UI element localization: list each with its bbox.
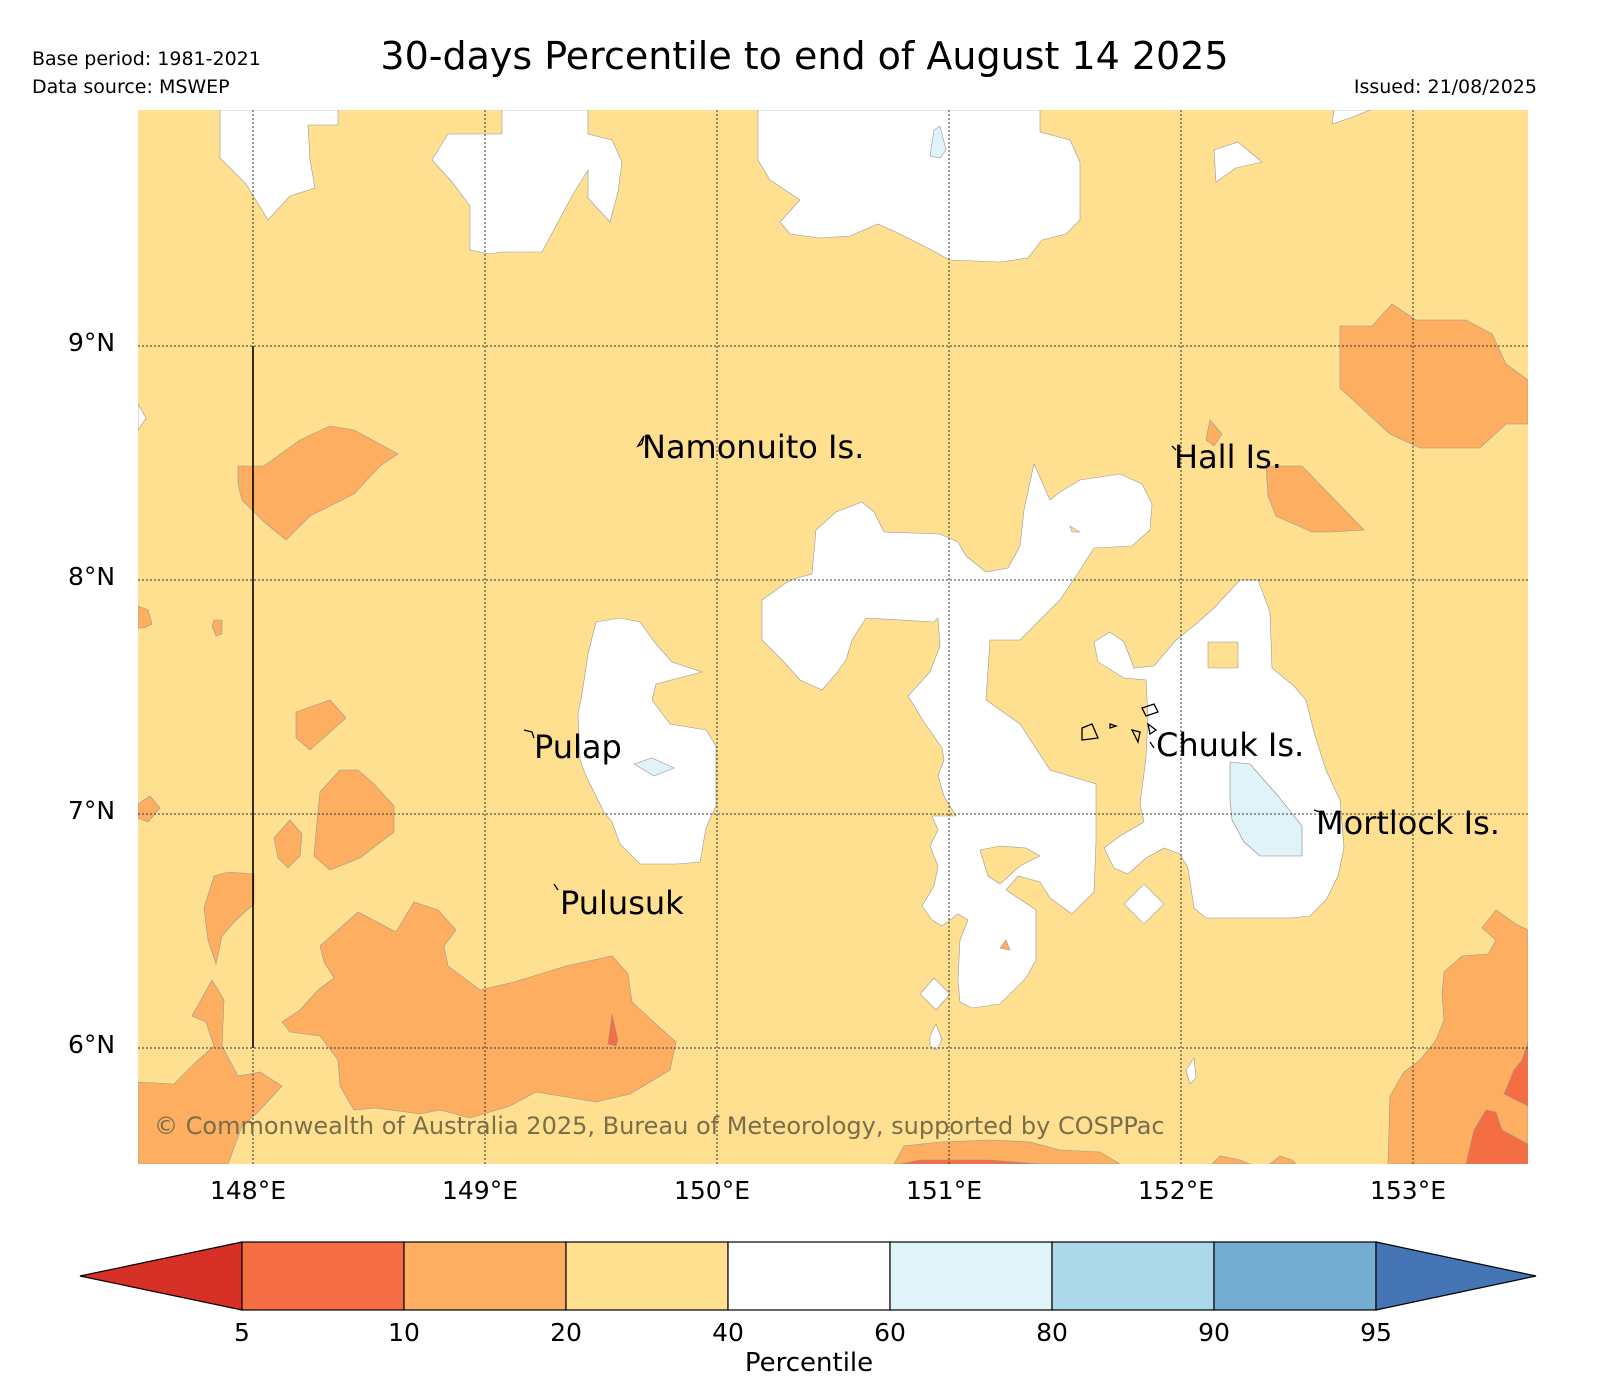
island-outlines	[523, 435, 1321, 891]
place-label-namonuito: Namonuito Is.	[642, 428, 865, 466]
lat-label-7n: 7°N	[68, 796, 116, 825]
colorbar-20-40	[565, 1241, 729, 1311]
colorbar-above-95	[1375, 1241, 1537, 1311]
lon-label-153e: 153°E	[1370, 1176, 1447, 1205]
map-plot-area	[138, 110, 1528, 1164]
regions-10-20	[138, 303, 1528, 1164]
colorbar-tick: 5	[234, 1318, 250, 1347]
base-period-text: Base period: 1981-2021	[32, 48, 261, 70]
lat-label-8n: 8°N	[68, 562, 116, 591]
map-title: 30-days Percentile to end of August 14 2…	[380, 34, 1229, 78]
colorbar-tick: 90	[1198, 1318, 1230, 1347]
regions-20-40-inner	[979, 525, 1081, 951]
copyright-text: © Commonwealth of Australia 2025, Bureau…	[154, 1112, 1165, 1140]
lon-label-150e: 150°E	[674, 1176, 751, 1205]
place-label-mortlock: Mortlock Is.	[1316, 804, 1500, 842]
regions-40-60	[138, 110, 1371, 1085]
regions-5-10	[607, 1013, 1528, 1164]
place-label-pulusuk: Pulusuk	[560, 884, 684, 922]
colorbar	[79, 1241, 1537, 1311]
colorbar-80-90	[1051, 1241, 1215, 1311]
colorbar-tick: 95	[1360, 1318, 1392, 1347]
colorbar-tick: 60	[874, 1318, 906, 1347]
place-label-pulap: Pulap	[534, 728, 622, 766]
data-source-text: Data source: MSWEP	[32, 76, 230, 98]
colorbar-90-95	[1213, 1241, 1377, 1311]
lat-label-9n: 9°N	[68, 328, 116, 357]
lon-label-151e: 151°E	[906, 1176, 983, 1205]
colorbar-tick: 20	[550, 1318, 582, 1347]
lon-label-148e: 148°E	[210, 1176, 287, 1205]
issued-date-text: Issued: 21/08/2025	[1353, 76, 1537, 98]
colorbar-5-10	[241, 1241, 405, 1311]
lon-label-149e: 149°E	[442, 1176, 519, 1205]
place-label-hall: Hall Is.	[1174, 438, 1282, 476]
colorbar-tick: 10	[388, 1318, 420, 1347]
colorbar-tick: 40	[712, 1318, 744, 1347]
colorbar-10-20	[403, 1241, 567, 1311]
colorbar-tick: 80	[1036, 1318, 1068, 1347]
place-label-chuuk: Chuuk Is.	[1156, 726, 1305, 764]
lon-label-152e: 152°E	[1138, 1176, 1215, 1205]
colorbar-40-60	[727, 1241, 891, 1311]
colorbar-below-5	[79, 1241, 243, 1311]
colorbar-label: Percentile	[744, 1348, 874, 1378]
lat-label-6n: 6°N	[68, 1030, 116, 1059]
colorbar-60-80	[889, 1241, 1053, 1311]
